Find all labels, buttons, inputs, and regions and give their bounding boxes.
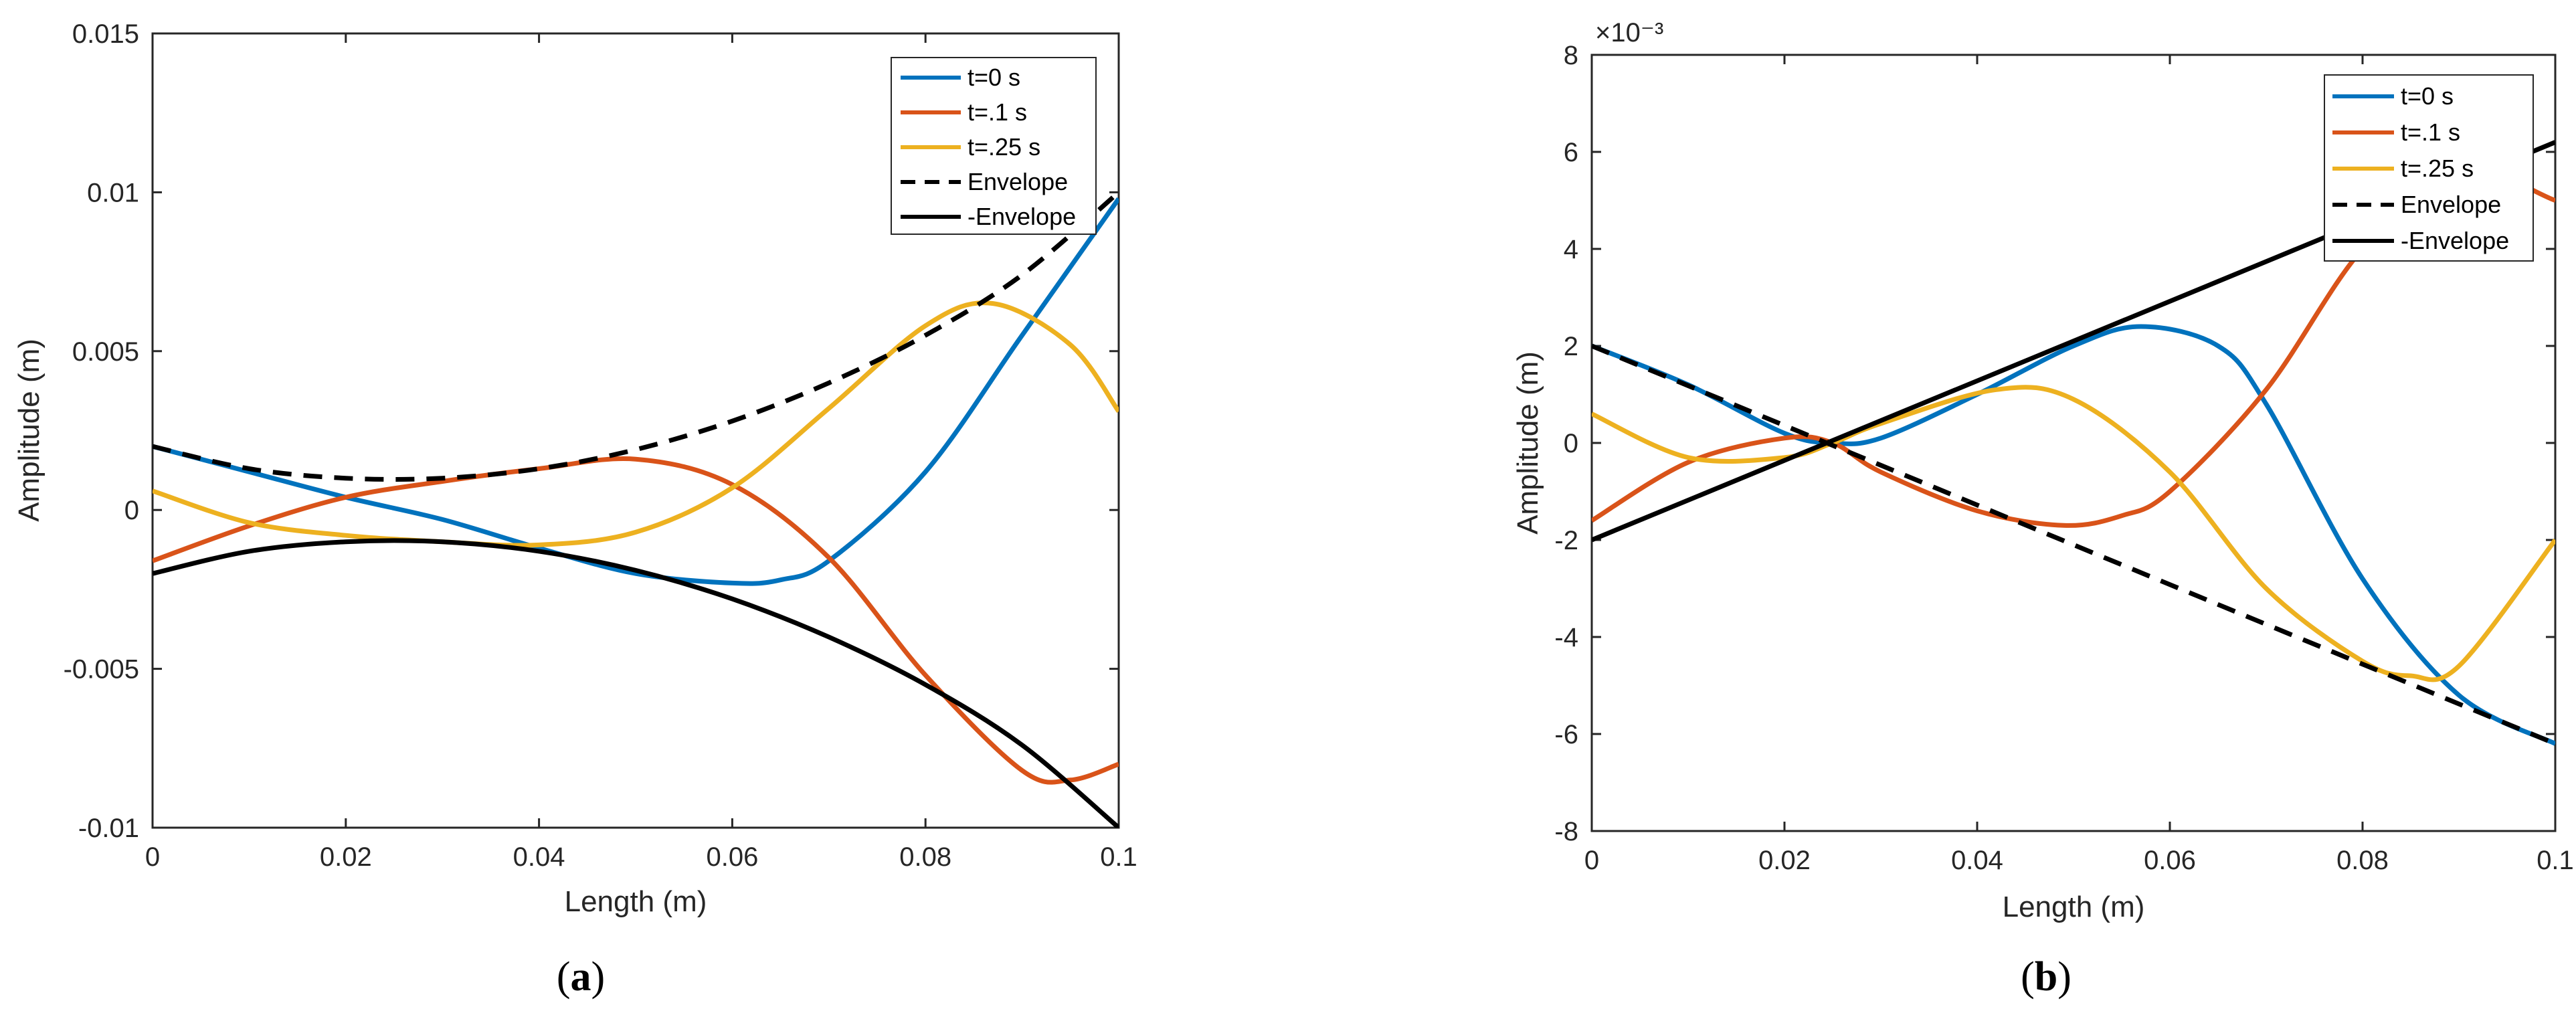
series-line-envelope (1592, 343, 2555, 746)
series-line-t-0-s (1592, 324, 2555, 746)
x-tick-label: 0.02 (1758, 846, 1811, 875)
y-tick-labels-a: -0.01 -0.005 0 0.005 0.01 0.015 (64, 19, 139, 843)
y-tick-label: 0 (124, 496, 139, 525)
y-tick-label: 6 (1564, 138, 1578, 167)
series-a (153, 190, 1119, 828)
y-axis-exponent-b: ×10⁻³ (1595, 18, 1663, 48)
legend-label: t=.1 s (968, 98, 1027, 126)
y-tick-label: -2 (1554, 526, 1578, 555)
legend-label: Envelope (968, 168, 1068, 195)
panel-paren-open: ( (2021, 954, 2035, 1000)
panel-paren-close: ) (2057, 954, 2072, 1000)
series-line-t-25-s (1592, 385, 2555, 682)
series-line-envelope (153, 538, 1119, 828)
panel-letter-b: b (2035, 954, 2057, 1000)
panel-letter-a: a (571, 954, 591, 1000)
y-tick-label: 4 (1564, 235, 1578, 264)
y-tick-label: 0.005 (72, 337, 139, 367)
x-tick-label: 0.04 (1951, 846, 2003, 875)
x-axis-label-b: Length (m) (2003, 891, 2145, 923)
legend-label: t=.1 s (2401, 118, 2460, 146)
y-tick-label: 0.01 (87, 178, 139, 207)
x-tick-label: 0.04 (513, 842, 565, 872)
legend-label: t=.25 s (2401, 155, 2474, 182)
y-tick-label: -8 (1554, 817, 1578, 846)
x-tick-label: 0.08 (2336, 846, 2389, 875)
x-tick-label: 0 (145, 842, 160, 872)
panel-label-a: (a) (557, 954, 605, 1000)
series-line-t-1-s (153, 456, 1119, 785)
y-tick-labels-b: -8 -6 -4 -2 0 2 4 6 8 (1554, 41, 1578, 846)
y-axis-label-a: Amplitude (m) (13, 339, 45, 522)
x-tick-labels-a: 0 0.02 0.04 0.06 0.08 0.1 (145, 842, 1137, 872)
legend-label: -Envelope (2401, 227, 2509, 254)
y-tick-label: 0 (1564, 429, 1578, 458)
legend-b: t=0 s t=.1 s t=.25 s Envelope -Envelope (2324, 74, 2534, 262)
legend-label: t=0 s (2401, 82, 2454, 110)
x-tick-label: 0 (1584, 846, 1599, 875)
series-line-t-25-s (153, 300, 1119, 548)
x-tick-label: 0.1 (2537, 846, 2574, 875)
series-line-envelope (153, 190, 1119, 482)
panel-label-b: (b) (2021, 954, 2072, 1000)
chart-panel-b: 0 0.02 0.04 0.06 0.08 0.1 -8 -6 -4 -2 0 … (1511, 18, 2574, 1000)
panel-paren-close: ) (591, 954, 606, 1000)
legend-label: -Envelope (968, 203, 1076, 230)
y-axis-label-b: Amplitude (m) (1511, 351, 1544, 535)
y-tick-label: -0.005 (64, 655, 139, 684)
legend-label: t=.25 s (968, 133, 1040, 161)
series-line-t-0-s (153, 197, 1119, 586)
legend-label: Envelope (2401, 191, 2501, 218)
legend-label: t=0 s (968, 64, 1020, 91)
y-tick-label: 0.015 (72, 19, 139, 49)
x-tick-label: 0.06 (706, 842, 758, 872)
x-tick-label: 0.02 (320, 842, 372, 872)
y-tick-label: -4 (1554, 623, 1578, 652)
y-tick-label: 8 (1564, 41, 1578, 70)
x-tick-label: 0.08 (899, 842, 951, 872)
x-tick-label: 0.1 (1100, 842, 1137, 872)
y-tick-label: 2 (1564, 332, 1578, 361)
y-tick-label: -6 (1554, 720, 1578, 749)
x-tick-labels-b: 0 0.02 0.04 0.06 0.08 0.1 (1584, 846, 2574, 875)
panel-paren-open: ( (557, 954, 571, 1000)
x-tick-label: 0.06 (2144, 846, 2196, 875)
x-axis-label-a: Length (m) (565, 885, 707, 918)
legend-a: t=0 s t=.1 s t=.25 s Envelope -Envelope (891, 57, 1097, 235)
y-tick-label: -0.01 (78, 814, 139, 843)
